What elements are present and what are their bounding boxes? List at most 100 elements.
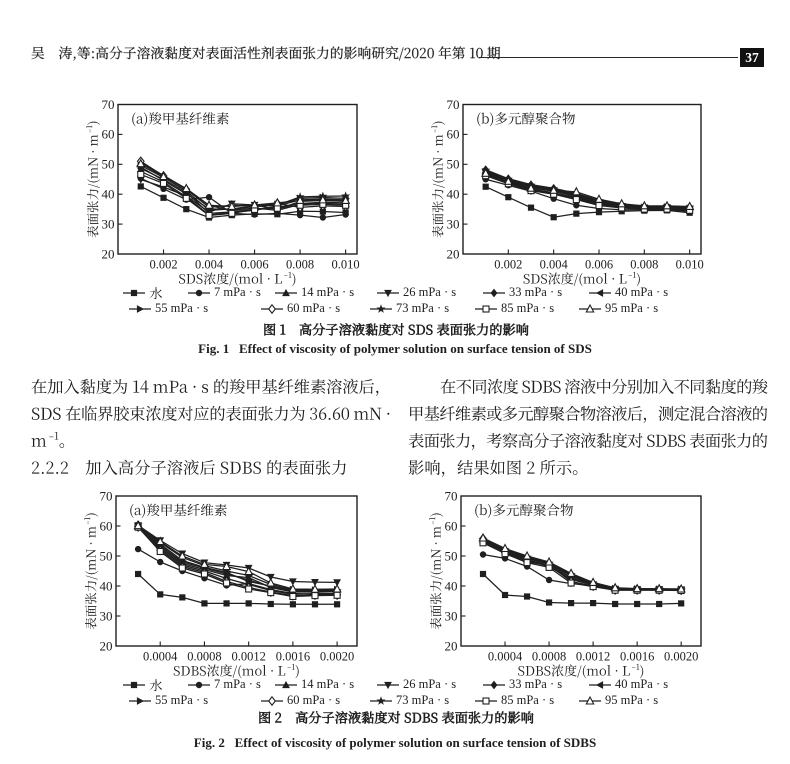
y-tick-label: 30 [447, 216, 460, 231]
series-markers-water [479, 570, 685, 608]
y-tick-label: 60 [100, 518, 113, 533]
y-axis-ticks: 20 30 40 50 60 70 [445, 488, 466, 653]
legend-label: 55 mPa · s [155, 693, 209, 707]
x-tick-label: 0.0012 [576, 650, 610, 664]
legend-label: 33 mPa · s [509, 285, 563, 299]
legend-item-60mpas: 60 mPa · s [261, 693, 340, 709]
marker-diamond-icon [483, 288, 505, 297]
y-tick-label: 40 [445, 578, 458, 593]
series-markers-85mpas [137, 170, 350, 219]
marker-triangle-up-icon [275, 288, 297, 296]
y-tick-label: 70 [102, 97, 115, 112]
series-markers-33mpas [482, 165, 694, 212]
marker-diamond-open-icon [261, 303, 283, 314]
series-markers-73mpas [481, 165, 695, 212]
legend-item-60mpas: 60 mPa · s [261, 301, 340, 317]
x-tick-label: 0.0016 [620, 650, 654, 664]
legend-label: 73 mPa · s [396, 693, 450, 707]
series-line-60mpas [137, 526, 338, 597]
series-line-water [137, 573, 338, 605]
marker-triangle-down-icon [377, 289, 399, 297]
series-line-73mpas [140, 166, 346, 211]
series-line-40mpas [485, 173, 690, 210]
y-tick-label: 20 [102, 246, 115, 261]
legend-label: 60 mPa · s [287, 301, 341, 315]
legend-item-40mpas: 40 mPa · s [589, 677, 668, 693]
series-85mpas [479, 539, 685, 595]
y-axis-title [431, 121, 446, 238]
x-tick-label: 0.010 [676, 258, 704, 272]
x-tick-label: 0.004 [540, 258, 569, 272]
y-axis-ticks: 20 30 40 50 60 70 [447, 97, 468, 261]
marker-triangle-left-icon [589, 288, 611, 297]
body-line [30, 376, 392, 398]
y-tick-label: 70 [447, 97, 460, 112]
series-markers-55mpas [135, 522, 342, 595]
panel-label [477, 112, 576, 127]
series-markers-95mpas [133, 520, 342, 593]
x-axis-ticks: 0.002 0.004 0.006 0.008 0.010 [494, 249, 704, 272]
legend-label: 95 mPa · s [605, 301, 659, 315]
y-axis-title [429, 513, 444, 630]
legend-label: 7 mPa · s [214, 677, 261, 691]
y-tick-label: 50 [100, 548, 113, 563]
series-markers-85mpas [479, 539, 685, 595]
x-tick-label: 0.0012 [231, 650, 265, 664]
marker-square-icon [123, 681, 145, 688]
x-tick-label: 0.0004 [143, 650, 178, 664]
y-tick-label: 60 [445, 518, 458, 533]
plot-box [115, 495, 358, 647]
legend-item-water [123, 285, 163, 301]
chart-fig1-panel-a: 0.002 0.004 0.006 0.008 0.010 20 30 40 50 60 70 [86, 97, 360, 287]
y-axis-ticks: 20 30 40 50 60 70 [102, 97, 123, 261]
series-markers-40mpas [478, 538, 685, 594]
y-tick-label: 20 [447, 246, 460, 261]
series-line-95mpas [137, 525, 338, 590]
legend-label: 26 mPa · s [403, 285, 457, 299]
y-tick-label: 30 [100, 608, 113, 623]
series-line-55mpas [485, 171, 690, 209]
y-tick-label: 50 [102, 157, 115, 172]
legend-label: 40 mPa · s [615, 677, 669, 691]
series-85mpas [134, 523, 341, 601]
marker-triangle-left-icon [589, 680, 611, 689]
body-subsection-heading [30, 457, 349, 479]
legend-item-55mpas: 55 mPa · s [129, 301, 208, 317]
series-7mpas [479, 551, 685, 593]
marker-circle-icon [188, 681, 210, 688]
series-markers-60mpas [134, 521, 342, 601]
series-40mpas [478, 538, 685, 594]
y-axis-ticks: 20 30 40 50 60 70 [100, 488, 121, 653]
series-line-water [482, 573, 682, 605]
series-line-40mpas [137, 525, 338, 596]
series-line-60mpas [485, 174, 690, 211]
marker-square-icon [123, 289, 145, 296]
x-tick-label: 0.010 [332, 258, 360, 272]
legend-item-73mpas: 73 mPa · s [370, 301, 449, 317]
series-water [135, 570, 341, 608]
y-tick-label: 40 [100, 578, 113, 593]
x-tick-label: 0.0020 [664, 650, 698, 664]
series-markers-95mpas [136, 158, 351, 211]
y-axis-title [86, 121, 101, 238]
body-line [30, 403, 392, 425]
marker-triangle-up-icon [275, 680, 297, 688]
x-tick-label: 0.002 [494, 258, 522, 272]
x-tick-label: 0.0008 [532, 650, 566, 664]
series-60mpas [134, 521, 342, 601]
series-33mpas [482, 165, 694, 212]
y-tick-label: 30 [445, 608, 458, 623]
fig2-caption-en: Fig. 2 Effect of viscosity of polymer so… [193, 735, 597, 750]
series-95mpas [136, 158, 351, 211]
legend-item-14mpas: 14 mPa · s [275, 677, 354, 693]
series-73mpas [481, 165, 695, 212]
marker-triangle-up-open-icon [579, 303, 601, 313]
y-tick-label: 70 [445, 488, 458, 503]
marker-triangle-up-open-icon [579, 695, 601, 705]
series-95mpas [481, 168, 695, 211]
legend-label [149, 285, 163, 301]
series-line-water [140, 185, 346, 219]
x-tick-label: 0.008 [286, 258, 314, 272]
body-line [407, 403, 769, 425]
series-markers-85mpas [134, 523, 341, 601]
